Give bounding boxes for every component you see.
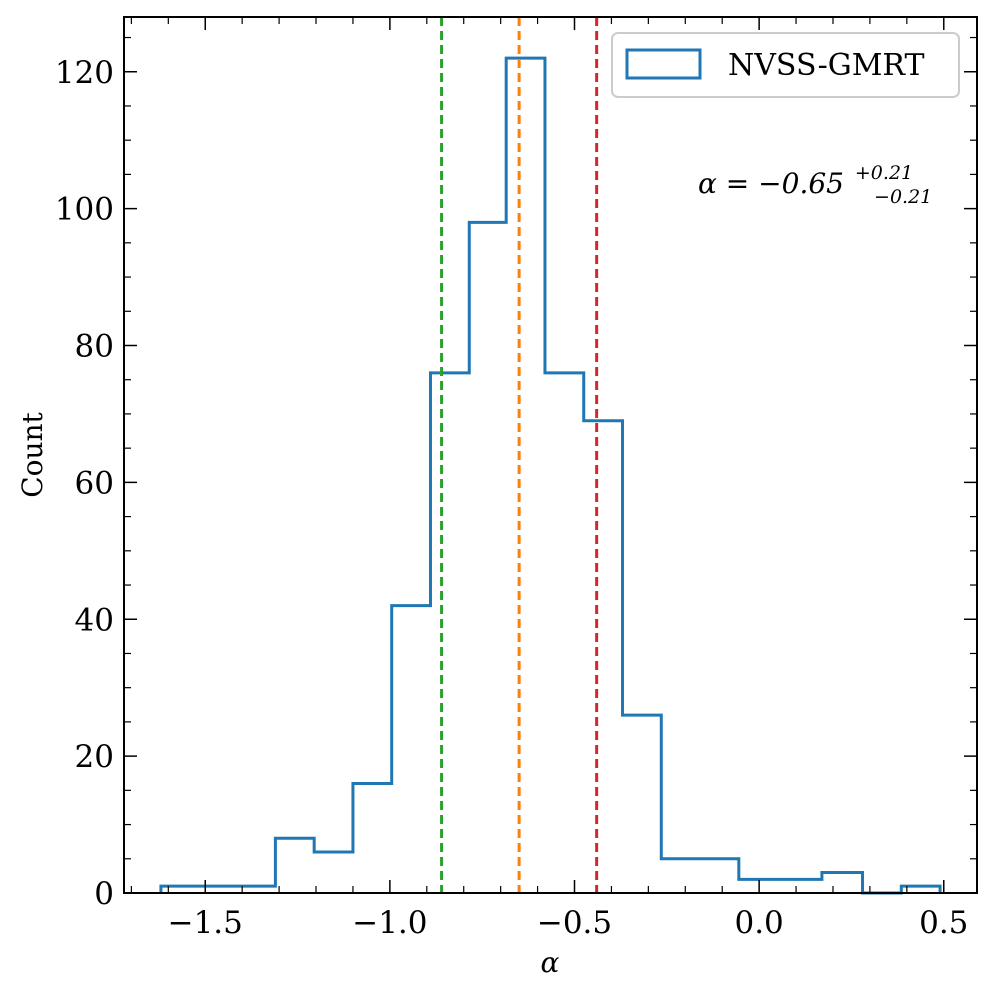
x-tick-label: −0.5 xyxy=(537,905,612,941)
reference-lines xyxy=(440,17,599,893)
histogram-bin xyxy=(623,715,662,893)
x-tick-label: 0.5 xyxy=(919,905,968,941)
histogram-bin xyxy=(314,852,353,893)
histogram-outline xyxy=(159,56,942,895)
histogram-bin xyxy=(275,838,314,893)
annotation-subscript: −0.21 xyxy=(874,186,932,208)
y-tick-label: 100 xyxy=(55,192,114,228)
y-tick-label: 0 xyxy=(94,876,114,912)
histogram-bin xyxy=(661,859,700,893)
alpha-annotation: α = −0.65 +0.21 −0.21 xyxy=(698,153,932,208)
histogram-bin xyxy=(822,872,863,893)
y-tick-label: 60 xyxy=(75,465,114,501)
histogram-bin xyxy=(430,373,469,893)
histogram-bin xyxy=(238,886,275,893)
histogram-bin xyxy=(778,879,822,893)
histogram-bin xyxy=(353,784,392,894)
annotation-superscript: +0.21 xyxy=(855,162,913,184)
x-tick-label: 0.0 xyxy=(734,905,783,941)
histogram-layer xyxy=(159,56,942,895)
histogram-bin xyxy=(392,606,431,893)
histogram-bin xyxy=(739,879,778,893)
legend-swatch xyxy=(625,48,702,80)
legend: NVSS-GMRT xyxy=(611,32,960,98)
histogram-bin xyxy=(469,222,506,893)
y-tick-label: 120 xyxy=(55,55,114,91)
histogram-bin xyxy=(700,859,739,893)
axis-ticks: −1.5 −1.0 −0.5 0.0 0.5 0 20 40 60 80 100 120 xyxy=(55,17,977,941)
histogram-bin xyxy=(161,886,200,893)
legend-label: NVSS-GMRT xyxy=(728,48,924,83)
annotation-main: α = −0.65 xyxy=(698,167,844,200)
y-tick-label: 20 xyxy=(75,739,114,775)
histogram-bin xyxy=(584,421,623,893)
y-axis-label: Count xyxy=(16,411,49,497)
plot-frame xyxy=(123,16,978,894)
y-tick-label: 80 xyxy=(75,329,114,365)
histogram-bin xyxy=(506,58,545,893)
axes xyxy=(123,16,978,894)
histogram-bin xyxy=(545,373,584,893)
x-axis-label: α xyxy=(541,946,560,979)
x-tick-label: −1.0 xyxy=(352,905,427,941)
x-tick-label: −1.5 xyxy=(168,905,243,941)
y-tick-label: 40 xyxy=(75,602,114,638)
